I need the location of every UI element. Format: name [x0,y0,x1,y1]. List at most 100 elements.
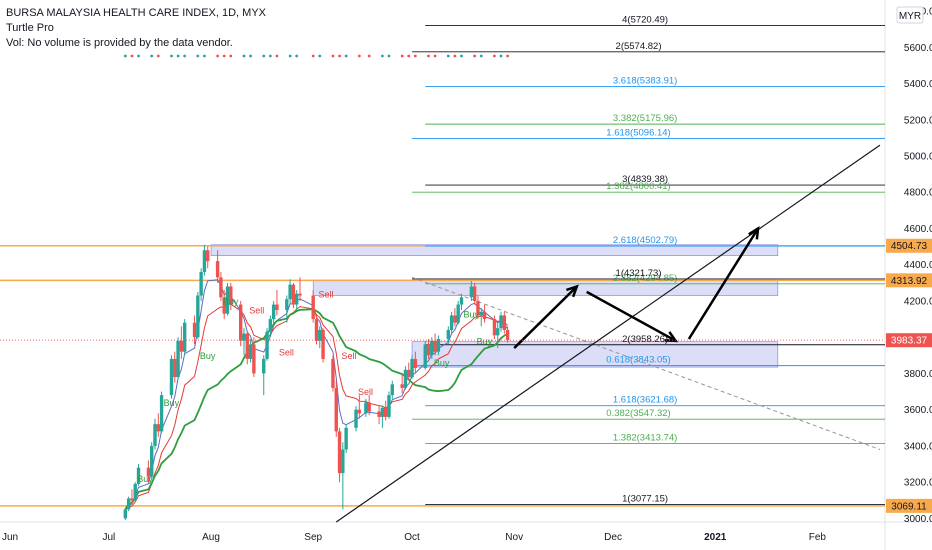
turtle-signal-dot [268,54,272,58]
candle-body[interactable] [215,261,220,278]
projection-arrowhead-icon [566,284,579,298]
candle-body[interactable] [357,409,362,414]
buy-signal-label: Buy [137,474,153,484]
candle-body[interactable] [159,395,164,432]
candle-body[interactable] [367,402,371,412]
y-axis-tick-label: 3800.00 [904,369,932,380]
x-axis-tick-label: Feb [809,532,827,543]
candle-body[interactable] [130,498,134,501]
candle-body[interactable] [426,344,431,356]
candle-body[interactable] [502,315,507,330]
candle-body[interactable] [430,340,434,356]
candle-body[interactable] [173,358,177,378]
candle-body[interactable] [192,322,197,338]
candle-body[interactable] [245,333,249,359]
candle-body[interactable] [390,384,394,396]
candle-body[interactable] [133,483,137,501]
currency-badge[interactable] [896,6,924,24]
candle-body[interactable] [298,293,302,296]
candle-body[interactable] [446,329,450,340]
candle-body[interactable] [156,424,160,432]
candle-body[interactable] [337,431,342,474]
candle-body[interactable] [436,339,441,352]
candle-body[interactable] [400,384,404,388]
candle-body[interactable] [291,284,296,305]
level-price-tag-bg [886,273,932,288]
candle-body[interactable] [265,331,269,359]
y-axis-tick-label: 4200.00 [904,296,932,307]
candle-body[interactable] [199,271,203,296]
candle-body[interactable] [271,304,276,320]
candle-body[interactable] [123,509,128,519]
candle-body[interactable] [222,297,226,314]
candle-body[interactable] [176,340,180,378]
candle-body[interactable] [321,329,325,359]
candle-body[interactable] [472,286,477,301]
candle-body[interactable] [153,424,157,446]
candle-body[interactable] [219,277,223,298]
candle-body[interactable] [505,329,510,341]
legend-title[interactable]: BURSA MALAYSIA HEALTH CARE INDEX, 1D, MY… [6,7,266,19]
candle-body[interactable] [146,467,151,477]
candle-body[interactable] [182,322,187,352]
candle-body[interactable] [476,300,480,316]
candle-body[interactable] [492,319,497,336]
candle-body[interactable] [314,319,319,341]
candle-body[interactable] [482,311,487,320]
candle-body[interactable] [449,315,454,330]
candle-body[interactable] [248,344,253,359]
candle-body[interactable] [318,329,322,341]
candle-body[interactable] [252,344,256,374]
candle-body[interactable] [202,250,207,272]
candle-body[interactable] [238,304,243,341]
x-axis-tick-label: Oct [404,532,420,543]
candle-body[interactable] [413,358,418,368]
turtle-signal-dot [216,54,220,58]
candle-body[interactable] [387,395,391,417]
candle-body[interactable] [459,297,464,305]
candle-body[interactable] [126,498,131,510]
fib-level-label: 2.618(4502.79) [613,235,677,246]
candle-body[interactable] [268,319,273,332]
candle-body[interactable] [225,286,230,314]
candle-body[interactable] [479,311,483,316]
candle-body[interactable] [196,295,200,338]
candle-body[interactable] [206,250,210,262]
candle-body[interactable] [275,304,279,311]
candle-body[interactable] [410,358,414,378]
candle-body[interactable] [331,358,335,388]
candle-body[interactable] [364,402,368,414]
candle-body[interactable] [469,286,474,298]
candle-body[interactable] [383,407,388,417]
candle-body[interactable] [403,369,408,388]
candle-body[interactable] [242,333,246,341]
candle-body[interactable] [407,369,411,378]
candle-body[interactable] [334,387,338,432]
candle-body[interactable] [380,407,385,417]
candle-body[interactable] [179,340,184,352]
candle-body[interactable] [288,284,292,300]
candle-body[interactable] [169,358,174,396]
candle-body[interactable] [499,315,503,329]
candle-body[interactable] [354,409,358,428]
candle-body[interactable] [456,304,460,323]
candle-body[interactable] [377,411,381,417]
candle-body[interactable] [423,344,427,368]
candle-body[interactable] [311,295,315,320]
candle-body[interactable] [285,299,289,311]
candle-body[interactable] [453,315,457,323]
legend-indicator[interactable]: Turtle Pro [6,22,54,34]
fib-level-label: 1(4321.73) [616,268,662,279]
candle-body[interactable] [344,427,348,450]
y-axis-tick-label: 4600.00 [904,224,932,235]
candle-body[interactable] [433,340,437,352]
candle-body[interactable] [341,449,345,474]
candle-body[interactable] [136,467,141,484]
projection-arrowhead-icon [664,331,679,343]
candle-body[interactable] [150,445,154,477]
candle-body[interactable] [295,293,299,305]
candle-body[interactable] [496,328,500,336]
candle-body[interactable] [229,286,233,305]
candle-body[interactable] [262,358,266,374]
